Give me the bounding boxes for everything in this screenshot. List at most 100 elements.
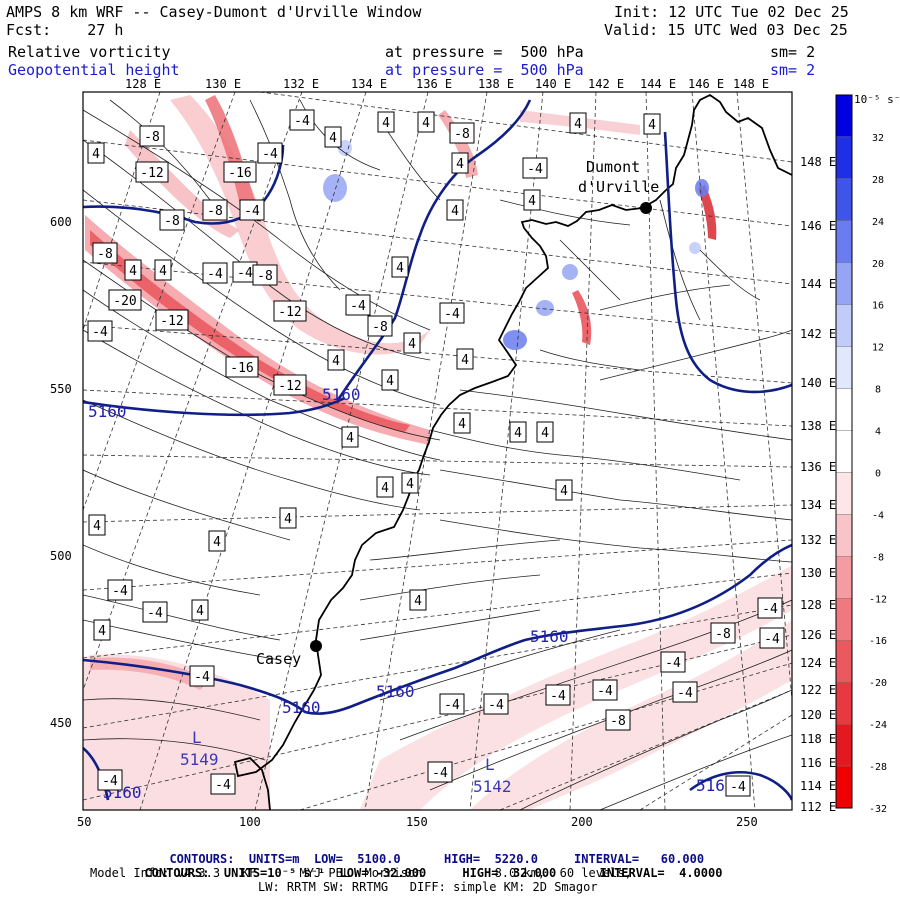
vorticity-label-box: [403, 332, 421, 354]
footer-height-low: CONTOURS: UNITS=m LOW= 5100.0: [169, 852, 401, 866]
colorbar-tick-label: 24: [872, 217, 884, 228]
vorticity-label: -8: [97, 247, 113, 262]
geopotential-height-contours: [83, 99, 792, 801]
low-pressure-value: 5149: [180, 750, 219, 769]
colorbar-tick-label: -32: [869, 804, 887, 815]
vorticity-label: -20: [113, 294, 136, 309]
vorticity-shade: [572, 290, 592, 345]
x-axis-tick: 250: [736, 815, 758, 829]
top-lon-label: 142 E: [588, 77, 625, 91]
right-lon-label: 118 E: [800, 732, 837, 746]
field1-level: at pressure = 500 hPa: [385, 43, 584, 61]
y-axis-tick: 500: [50, 549, 72, 563]
vorticity-label: 4: [451, 204, 459, 219]
vorticity-label-box: [225, 356, 259, 378]
vorticity-label: 4: [414, 594, 422, 609]
vorticity-label: -16: [230, 361, 253, 376]
vorticity-label-box: [759, 627, 785, 649]
vorticity-label-box: [202, 262, 228, 284]
vorticity-contours: [83, 99, 792, 810]
colorbar-swatch: [835, 681, 853, 725]
right-lon-label: 128 E: [800, 598, 837, 612]
vorticity-label: -4: [92, 325, 108, 340]
vorticity-label-box: [154, 259, 172, 281]
vorticity-label-box: [439, 693, 465, 715]
colorbar-swatch: [835, 472, 853, 515]
vorticity-label-box: [87, 142, 105, 164]
footer-height-high: HIGH= 5220.0: [444, 852, 538, 866]
footer-vort-low: CONTOURS: UNITS=10⁻⁵ s⁻¹ LOW= -32.000: [144, 866, 427, 880]
vorticity-label: -12: [278, 305, 301, 320]
vorticity-label: 4: [381, 481, 389, 496]
top-lon-label: 130 E: [205, 77, 242, 91]
vorticity-label: -4: [527, 162, 543, 177]
vorticity-label-box: [289, 109, 315, 131]
x-axis-tick: 150: [406, 815, 428, 829]
vorticity-label-box: [139, 125, 165, 147]
durville-station-label: d'Urville: [578, 178, 659, 196]
vorticity-label-box: [451, 152, 469, 174]
vorticity-label-box: [569, 112, 587, 134]
footer-physics-info: LW: RRTM SW: RRTMG DIFF: simple KM: 2D S…: [258, 880, 598, 894]
right-lon-label: 116 E: [800, 756, 837, 770]
right-lon-label: 142 E: [800, 327, 837, 341]
colorbar-tick-label: -28: [869, 762, 887, 773]
colorbar-tick-label: -20: [869, 678, 887, 689]
vorticity-label: -8: [610, 714, 626, 729]
colorbar-unit-label: 10⁻⁵ s⁻¹: [854, 93, 900, 106]
footer-vorticity-contours: CONTOURS: UNITS=10⁻⁵ s⁻¹ LOW= -32.000 HI…: [130, 852, 722, 880]
right-lon-label: 148 E: [800, 155, 837, 169]
vorticity-label-box: [605, 709, 631, 731]
low-pressure-value: 5142: [473, 777, 512, 796]
x-axis-tick: 100: [239, 815, 261, 829]
vorticity-label: 4: [329, 131, 337, 146]
right-lon-label: 114 E: [800, 779, 837, 793]
vorticity-label-box: [456, 348, 474, 370]
vorticity-label: -4: [762, 602, 778, 617]
top-lon-label: 140 E: [535, 77, 572, 91]
low-pressure-letter: L: [192, 728, 202, 747]
vorticity-label-box: [88, 514, 106, 536]
footer-vort-interval: INTERVAL= 4.0000: [599, 866, 723, 880]
vorticity-label-box: [427, 761, 453, 783]
vorticity-label-box: [97, 769, 123, 791]
vorticity-label: -4: [764, 632, 780, 647]
x-axis-tick: 200: [571, 815, 593, 829]
vorticity-label-box: [208, 530, 226, 552]
vorticity-label-box: [509, 421, 527, 443]
colorbar-tick-label: 12: [872, 343, 884, 354]
right-lon-label: 138 E: [800, 419, 837, 433]
vorticity-label-box: [592, 679, 618, 701]
right-lon-label: 144 E: [800, 277, 837, 291]
vorticity-label-box: [273, 374, 307, 396]
vorticity-label: -4: [444, 307, 460, 322]
top-lon-label: 146 E: [688, 77, 725, 91]
vorticity-label: 4: [396, 261, 404, 276]
vorticity-label: -8: [144, 130, 160, 145]
footer-model-info: Model Info: V4.3.3 KF MYJ PBL Morrison 8…: [90, 866, 632, 880]
vorticity-label: -4: [597, 684, 613, 699]
colorbar-swatch: [835, 304, 853, 347]
footer-vort-high: HIGH= 32.000: [462, 866, 557, 880]
vorticity-label-box: [239, 199, 265, 221]
vorticity-label-box: [536, 421, 554, 443]
vorticity-label: -8: [454, 127, 470, 142]
vorticity-label: -4: [147, 606, 163, 621]
vorticity-label: 4: [159, 264, 167, 279]
vorticity-label: -4: [677, 686, 693, 701]
vorticity-contour-labels: -8 -12 -16 -8 -8 -8 -4 -4 -4 -4 -4 -4 -4 -4 -4 -8 -12 -20…: [87, 109, 785, 797]
colorbar-tick-label: -16: [869, 636, 887, 647]
vorticity-label: 4: [514, 426, 522, 441]
x-axis-tick: 50: [77, 815, 92, 829]
init-time: Init: 12 UTC Tue 02 Dec 25: [614, 3, 849, 21]
vorticity-label-box: [545, 684, 571, 706]
footer-height-interval: INTERVAL= 60.000: [574, 852, 705, 866]
vorticity-label-box: [324, 126, 342, 148]
vorticity-label-box: [142, 601, 168, 623]
vorticity-label-box: [107, 579, 133, 601]
top-lon-label: 144 E: [640, 77, 677, 91]
vorticity-label-box: [391, 256, 409, 278]
vorticity-label: 4: [541, 426, 549, 441]
vorticity-shade: [689, 242, 701, 254]
vorticity-label-box: [409, 589, 427, 611]
